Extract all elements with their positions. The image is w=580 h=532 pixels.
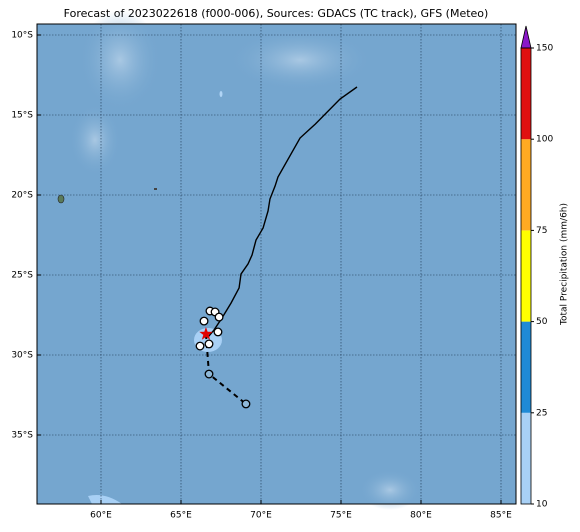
y-tick-label: 10°S [11, 31, 33, 41]
colorbar-tick-label: 150 [536, 44, 553, 54]
y-tick-label: 35°S [11, 431, 33, 441]
forecast-point [241, 399, 251, 409]
track-point [199, 316, 209, 326]
track-line [207, 86, 358, 338]
x-tick-label: 65°E [170, 511, 192, 521]
colorbar-segment [521, 139, 531, 231]
island [154, 188, 157, 190]
track-point [214, 312, 224, 322]
y-tick-label: 20°S [11, 191, 33, 201]
colorbar-tick-label: 25 [536, 408, 547, 418]
x-tick-label: 75°E [330, 511, 352, 521]
colorbar-extension [520, 25, 532, 49]
track-point [213, 327, 223, 337]
colorbar-label: Total Precipitation (mm/6h) [560, 203, 570, 326]
track-point [204, 339, 214, 349]
cloud [80, 10, 160, 110]
map-title: Forecast of 2023022618 (f000-006), Sourc… [64, 7, 489, 20]
colorbar-segment [521, 412, 531, 504]
x-tick-label: 85°E [490, 511, 512, 521]
colorbar-tick-label: 100 [536, 135, 553, 145]
colorbar-frame [520, 47, 532, 505]
colorbar-segment [521, 48, 531, 140]
precip-patch [219, 91, 223, 97]
cloud [70, 105, 120, 175]
y-tick-label: 25°S [11, 271, 33, 281]
y-tick-label: 15°S [11, 111, 33, 121]
precip-patch [88, 495, 122, 504]
y-tick-label: 30°S [11, 351, 33, 361]
island [57, 194, 65, 204]
current-position [199, 327, 213, 340]
colorbar-tick-label: 10 [536, 500, 548, 510]
x-tick-label: 80°E [410, 511, 432, 521]
colorbar-tick-label: 75 [536, 226, 547, 236]
colorbar-tick-label: 50 [536, 317, 548, 327]
x-tick-label: 70°E [250, 511, 272, 521]
forecast-point [204, 369, 214, 379]
map-area [37, 10, 516, 510]
map-frame [36, 23, 517, 505]
cloud [360, 470, 420, 510]
track-point [195, 341, 205, 351]
colorbar-segment [521, 321, 531, 413]
cloud [230, 30, 370, 90]
colorbar-segment [521, 230, 531, 322]
x-tick-label: 60°E [90, 511, 112, 521]
